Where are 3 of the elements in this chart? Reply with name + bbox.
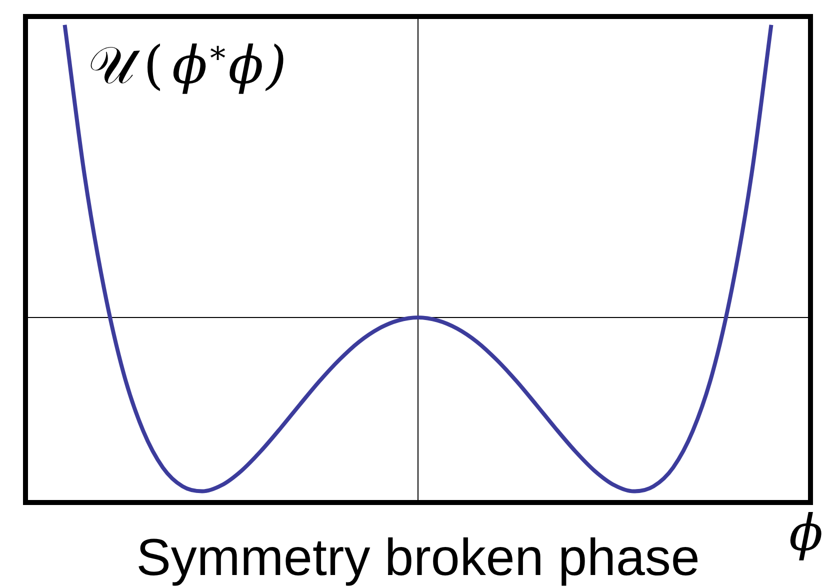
text: Symmetry broken phase bbox=[136, 528, 700, 587]
x-axis-title: ϕ bbox=[788, 504, 824, 562]
y-axis-title: 𝒰(ϕ$^{*}$ϕ) bbox=[88, 36, 290, 96]
